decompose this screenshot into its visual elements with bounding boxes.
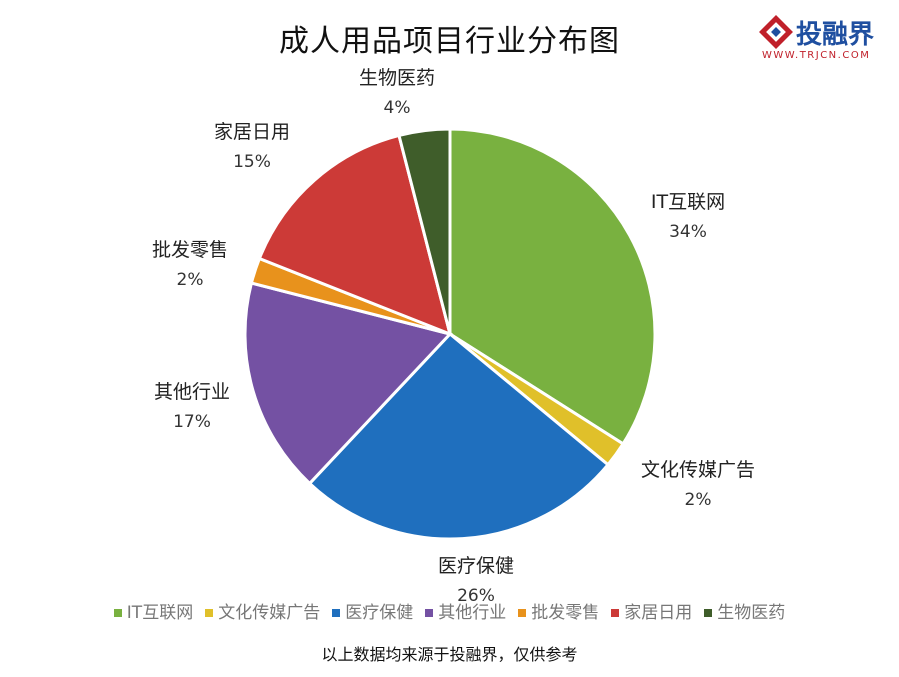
legend-swatch [425,609,434,617]
chart-title: 成人用品项目行业分布图 [279,24,620,59]
legend-swatch [113,609,122,617]
legend-swatch [704,609,713,617]
legend-item: 其他行业 [425,598,506,623]
slice-label: 批发零售 [152,239,228,261]
legend-item: 家居日用 [611,598,692,623]
slice-label: 生物医药 [359,67,435,89]
legend-item: 文化传媒广告 [205,598,320,623]
slice-label: IT互联网 [651,191,725,213]
pie-slice-3 [307,331,611,541]
trjcn-logo-icon [759,15,793,49]
legend-swatch [518,609,527,617]
legend-label: 其他行业 [438,603,507,623]
slice-percent: 2% [685,490,712,510]
legend-swatch [611,609,620,617]
legend-label: 生物医药 [717,603,786,623]
logo-name: 投融界 [796,20,875,50]
footnote: 以上数据均来源于投融界，仅供参考 [321,645,578,664]
slice-percent: 15% [233,152,271,172]
legend-label: 家居日用 [624,603,693,623]
pie-slice-7 [397,127,452,335]
legend-item: 批发零售 [518,598,599,623]
pie-slice-4 [243,281,453,486]
logo-url: WWW.TRJCN.COM [762,50,871,61]
slice-percent: 4% [384,98,411,118]
slice-label: 文化传媒广告 [641,459,755,481]
slice-percent: 2% [177,270,204,290]
legend-item: 生物医药 [704,598,785,623]
slice-percent: 34% [669,222,707,242]
legend-label: IT互联网 [126,603,194,623]
legend-item: IT互联网 [113,598,194,623]
legend-item: 医疗保健 [332,598,413,623]
legend-label: 批发零售 [531,603,600,623]
slice-percent: 26% [457,586,495,606]
pie-slice-6 [257,133,453,337]
slice-percent: 17% [173,412,211,432]
slice-label: 家居日用 [214,121,290,143]
legend-swatch [332,609,341,617]
legend-label: 医疗保健 [345,603,414,623]
slice-label: 其他行业 [154,381,230,403]
legend-swatch [205,609,214,617]
chart-legend: IT互联网 文化传媒广告 医疗保健 其他行业 批发零售 家居日用 生物医药 [0,598,899,623]
legend-label: 文化传媒广告 [218,603,321,623]
slice-label: 医疗保健 [438,555,514,577]
